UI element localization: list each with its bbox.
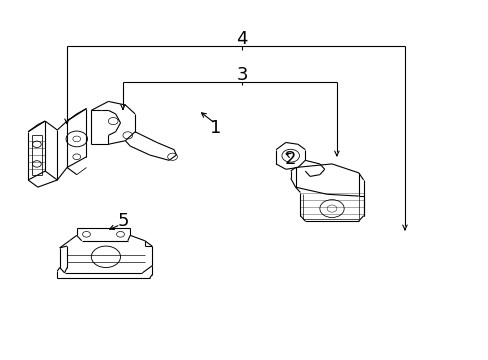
- Text: 5: 5: [117, 212, 128, 230]
- Text: 4: 4: [236, 30, 247, 48]
- Text: 3: 3: [236, 66, 247, 84]
- Text: 2: 2: [285, 150, 296, 168]
- Text: 1: 1: [209, 119, 221, 137]
